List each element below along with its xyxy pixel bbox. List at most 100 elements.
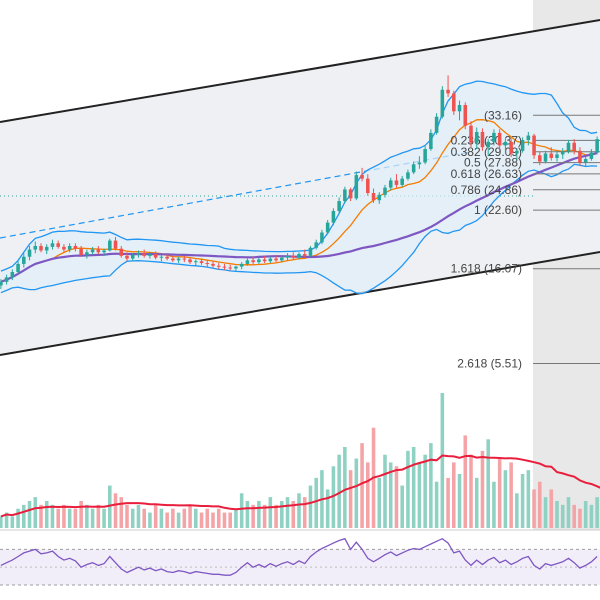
candle [337,197,341,213]
volume-bar [469,454,473,528]
volume-bar [142,508,146,528]
volume-bar [33,497,38,528]
candle [377,192,382,204]
candle [429,129,433,151]
candle [474,127,479,150]
candle [44,244,49,255]
candle [56,240,60,249]
fib-level-label: 0.618 (26.63) [451,167,522,181]
candle [308,245,313,257]
candle [446,75,450,97]
volume-bar [67,508,72,528]
candle [331,208,336,226]
volume-bar [417,462,422,528]
candle [440,86,445,119]
volume-bar [480,450,485,528]
volume-bar [102,508,106,528]
candle [343,186,347,203]
rsi-line [0,537,598,576]
volume-bar [222,512,227,528]
volume-bar [555,501,559,528]
candle [515,148,519,161]
fib-level-label: 1.618 (16.07) [451,262,522,276]
volume-bar [44,501,49,528]
candle [285,253,290,261]
volume-bar [497,458,502,528]
candle [251,256,255,264]
fib-level-label: 1 (22.60) [474,203,522,217]
candle [67,243,72,253]
volume-bar [0,516,3,528]
volume-bar [406,450,410,528]
fib-top-label: (33.16) [484,108,522,122]
fib-level-label: 0.5 (27.88) [464,156,522,170]
candle [268,256,273,264]
candle [79,245,83,257]
fibonacci-levels: 0.236 (30.37)0.382 (29.09)0.5 (27.88)0.6… [451,108,600,370]
volume-bar [182,508,187,528]
candle [130,253,135,262]
candle [291,252,296,260]
volume-bar [331,466,336,528]
candle [578,147,582,167]
candle [62,244,66,253]
volume-bar [234,508,238,528]
rsi-panel [0,537,600,586]
candle [4,274,9,285]
candle [22,253,26,268]
volume-bar [291,501,296,528]
candle [595,136,599,155]
volume-bar [56,508,60,528]
candle [274,254,278,263]
volume-bar [383,454,387,528]
volume-bar [572,504,576,528]
candle [176,256,181,264]
candle [142,249,146,258]
candle [589,149,594,161]
candle [211,261,215,268]
candle [188,257,192,264]
candle [566,140,571,154]
volume-bar [452,462,456,528]
candle [457,100,462,121]
candle [280,255,284,263]
volume-bar [394,466,399,528]
candle [216,263,221,270]
candle [153,251,158,260]
volume-bar [366,462,370,528]
fib-level-label: 0.382 (29.09) [451,145,522,159]
volume-bar [440,393,445,528]
volume-bar [595,497,599,528]
candle [532,133,536,159]
candle [194,259,198,266]
volume-bar [176,512,181,528]
volume-bar [520,474,525,528]
candle [572,139,576,155]
volume-bar [113,493,118,528]
candle [165,253,169,261]
candle [383,184,387,198]
volume-bar [130,508,135,528]
candle [234,265,238,272]
volume-bar [354,458,359,528]
candle [543,150,548,164]
volume-bar [360,443,364,528]
candle [228,264,232,271]
candle [262,255,267,264]
candle [394,174,399,188]
volume-bar [108,485,112,528]
candle [16,261,20,274]
candle [520,137,525,153]
candle [492,129,496,146]
volume-bar [423,454,427,528]
candle [199,258,204,265]
candle [423,145,427,165]
volume-bar [538,481,542,528]
bollinger-lower [0,163,598,295]
volume-bar [297,493,301,528]
volume-bar [503,470,508,528]
volume-bar [474,477,479,528]
fib-level-label: 2.618 (5.51) [457,356,522,370]
candle [205,260,210,267]
